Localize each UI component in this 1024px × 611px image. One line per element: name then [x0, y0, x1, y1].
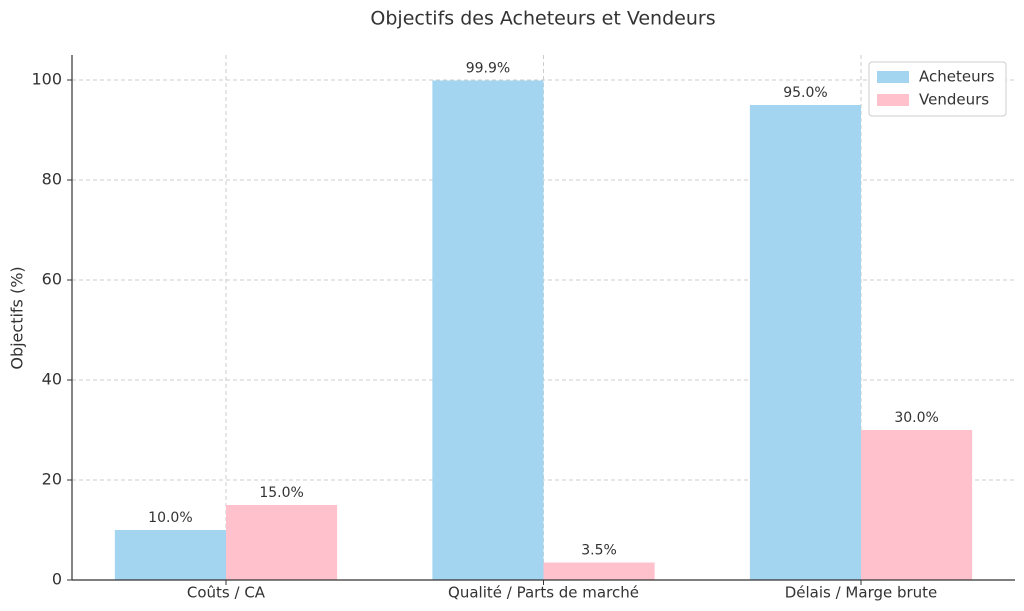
value-label: 10.0%: [148, 510, 192, 526]
value-label: 99.9%: [466, 61, 510, 77]
y-tick-label: 60: [42, 270, 62, 289]
legend-swatch: [877, 71, 909, 83]
bar: [861, 430, 973, 580]
y-tick-label: 0: [52, 570, 62, 589]
legend-label: Vendeurs: [919, 91, 989, 109]
y-tick-label: 40: [42, 370, 62, 389]
legend-label: Acheteurs: [919, 68, 995, 86]
x-tick-label: Délais / Marge brute: [785, 584, 938, 602]
bar: [225, 505, 338, 580]
x-tick-label: Coûts / CA: [187, 584, 266, 602]
x-tick-label: Qualité / Parts de marché: [448, 584, 639, 602]
y-tick-label: 20: [42, 470, 62, 489]
y-axis-label: Objectifs (%): [8, 266, 27, 369]
y-tick-label: 80: [42, 170, 62, 189]
bar: [114, 530, 226, 580]
value-label: 95.0%: [783, 85, 827, 101]
bar: [432, 80, 544, 580]
value-label: 3.5%: [581, 543, 617, 559]
chart-title: Objectifs des Acheteurs et Vendeurs: [370, 8, 715, 30]
value-label: 15.0%: [259, 485, 303, 501]
legend-swatch: [877, 94, 909, 106]
value-label: 30.0%: [894, 410, 938, 426]
bar: [749, 105, 862, 580]
bar: [543, 562, 655, 580]
y-tick-label: 100: [31, 70, 62, 89]
